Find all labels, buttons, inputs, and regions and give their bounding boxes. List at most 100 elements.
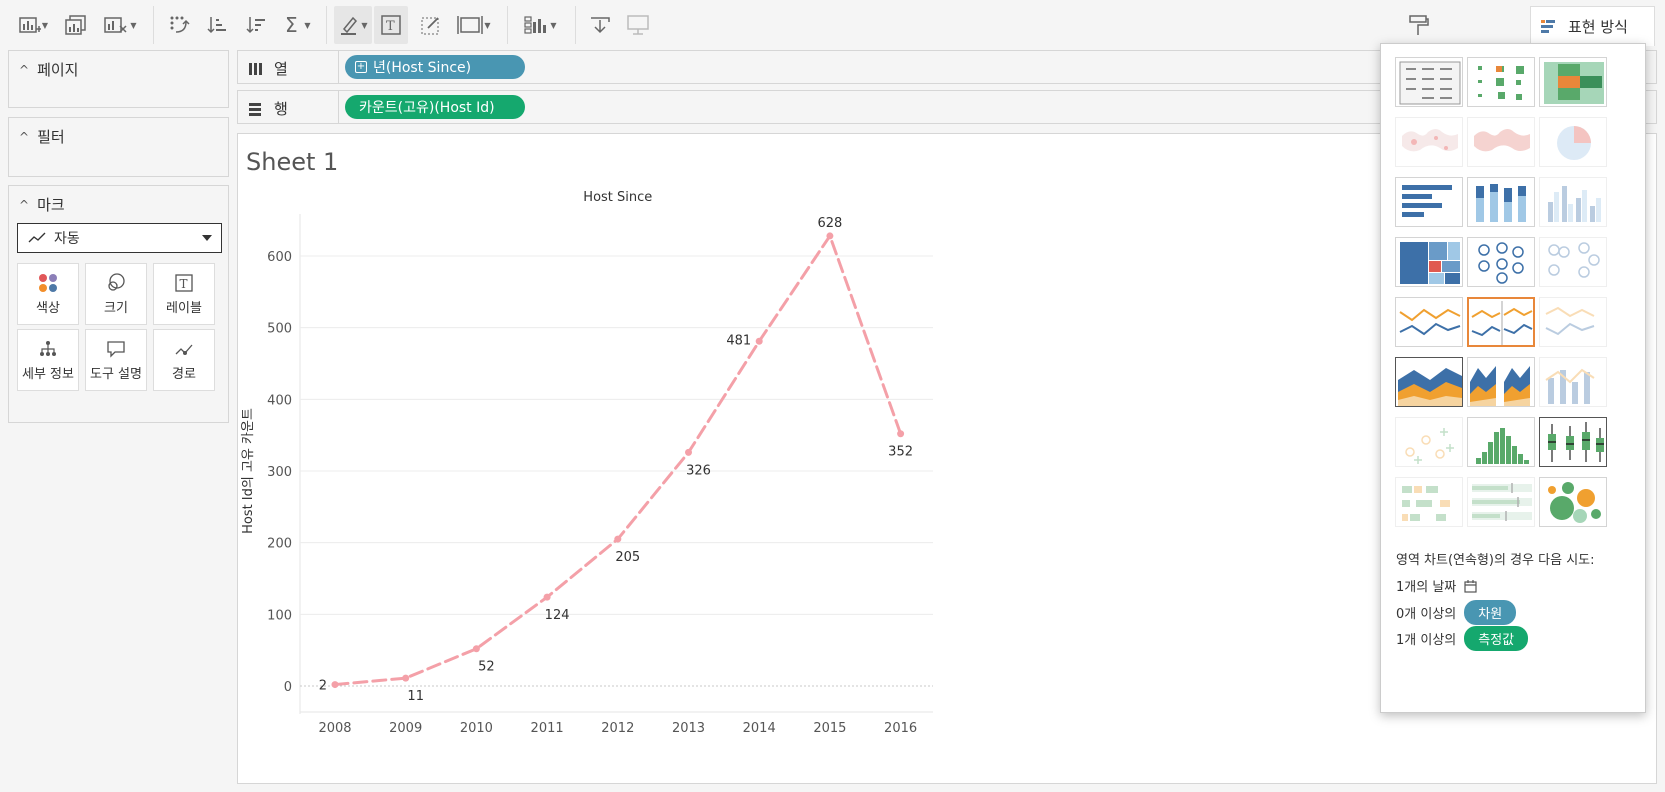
show-me-tab[interactable]: 표현 방식 [1530,6,1655,46]
fit-button[interactable]: ▼ [455,6,493,44]
fix-axes-button[interactable] [418,6,444,44]
show-me-hint-title: 영역 차트(연속형)의 경우 다음 시도: [1396,553,1595,568]
data-point[interactable] [685,448,692,456]
caret-down-icon: ▼ [130,20,137,30]
scatter-plot-icon [1405,428,1454,464]
caret-down-icon: ▼ [304,20,311,30]
data-point[interactable] [755,337,763,345]
color-mark-button[interactable]: 색상 [17,263,79,325]
show-mark-labels-button[interactable]: T [374,6,408,44]
caret-down-icon: ▼ [41,20,48,30]
side-by-side-bars-thumb[interactable] [1539,177,1607,227]
sheet-title[interactable]: Sheet 1 [246,148,339,176]
data-point[interactable] [614,535,622,543]
histogram-thumb[interactable] [1467,417,1535,467]
box-whisker-icon [1548,422,1604,462]
highlight-button[interactable]: ▼ [334,6,372,44]
packed-bubbles-thumb[interactable] [1539,477,1607,527]
x-tick-label: 2016 [884,721,917,736]
toolbar-separator [575,6,576,44]
tooltip-label: 도구 설명 [90,367,142,382]
discrete-area-thumb[interactable] [1467,357,1535,407]
rows-shelf-label: 행 [248,98,288,119]
pages-title[interactable]: ^ 페이지 [19,59,78,80]
treemap-thumb[interactable] [1395,237,1463,287]
dual-combination-thumb[interactable] [1539,357,1607,407]
totals-button[interactable]: Σ ▼ [282,6,312,44]
pie-chart-thumb[interactable] [1539,117,1607,167]
expand-plus-icon[interactable]: + [355,61,367,73]
data-point[interactable] [543,593,551,601]
columns-icon [249,62,262,75]
line-mark-icon [28,232,46,243]
x-tick-label: 2015 [813,721,846,736]
data-point[interactable] [331,681,339,689]
sort-ascending-icon [207,17,226,34]
tooltip-icon [107,341,125,358]
count-distinct-host-id-pill[interactable]: 카운트(고유)(Host Id) [345,95,525,119]
data-point[interactable] [897,430,905,438]
series-line[interactable] [333,232,903,687]
heat-map-thumb[interactable] [1467,57,1535,107]
side-by-side-circles-thumb[interactable] [1539,237,1607,287]
highlight-table-icon [1544,62,1604,104]
x-tick-label: 2010 [460,721,493,736]
fit-width-icon [457,16,484,34]
data-point[interactable] [402,674,410,682]
cards-icon [524,16,547,34]
symbol-map-thumb[interactable] [1395,117,1463,167]
circle-views-thumb[interactable] [1467,237,1535,287]
size-icon [108,273,125,291]
sort-descending-button[interactable] [243,6,269,44]
data-label: 326 [686,463,711,478]
highlight-table-thumb[interactable] [1539,57,1607,107]
hint-dimension-line: 0개 이상의 차원 [1396,600,1517,625]
x-tick-label: 2008 [318,721,351,736]
sort-ascending-button[interactable] [204,6,230,44]
swap-rows-columns-button[interactable] [166,6,192,44]
continuous-area-thumb[interactable] [1395,357,1463,407]
tooltip-mark-button[interactable]: 도구 설명 [85,329,147,391]
marks-title[interactable]: ^ 마크 [19,194,65,215]
duplicate-sheet-button[interactable] [62,6,90,44]
scatter-plot-thumb[interactable] [1395,417,1463,467]
mark-type-dropdown[interactable]: 자동 [17,223,222,253]
highlight-legend-button[interactable] [1405,6,1431,44]
size-mark-button[interactable]: 크기 [85,263,147,325]
data-point[interactable] [826,232,834,240]
shelf-divider [338,51,339,83]
label-mark-button[interactable]: T 레이블 [153,263,215,325]
data-point[interactable] [472,645,480,653]
filters-title[interactable]: ^ 필터 [19,126,65,147]
show-cards-button[interactable]: ▼ [520,6,560,44]
continuous-lines-thumb[interactable] [1395,297,1463,347]
continuous-area-icon [1398,368,1462,406]
dual-lines-thumb[interactable] [1539,297,1607,347]
download-button[interactable] [587,6,613,44]
detail-mark-button[interactable]: 세부 정보 [17,329,79,391]
gantt-chart-thumb[interactable] [1395,477,1463,527]
packed-bubbles-icon [1548,482,1601,523]
pages-card: ^ 페이지 [8,50,229,108]
discrete-lines-thumb[interactable] [1467,297,1535,347]
text-label-icon: T [381,15,401,35]
box-whisker-thumb[interactable] [1539,417,1607,467]
collapse-chevron-icon: ^ [19,129,30,144]
pie-chart-icon [1557,126,1591,160]
y-tick-label: 200 [267,537,292,552]
horizontal-bars-thumb[interactable] [1395,177,1463,227]
bullet-graph-thumb[interactable] [1467,477,1535,527]
data-label: 352 [888,445,913,460]
path-mark-button[interactable]: 경로 [153,329,215,391]
presentation-mode-button[interactable] [625,6,651,44]
rows-pill-label: 카운트(고유)(Host Id) [359,100,495,116]
text-table-thumb[interactable] [1395,57,1463,107]
side-by-side-circles-icon [1548,242,1600,278]
stacked-bars-thumb[interactable] [1467,177,1535,227]
clear-sheet-button[interactable]: ▼ [102,6,138,44]
new-worksheet-button[interactable]: ▼ [18,6,48,44]
filled-map-thumb[interactable] [1467,117,1535,167]
download-icon [591,17,610,34]
x-tick-label: 2014 [743,721,776,736]
year-host-since-pill[interactable]: + 년(Host Since) [345,55,525,79]
